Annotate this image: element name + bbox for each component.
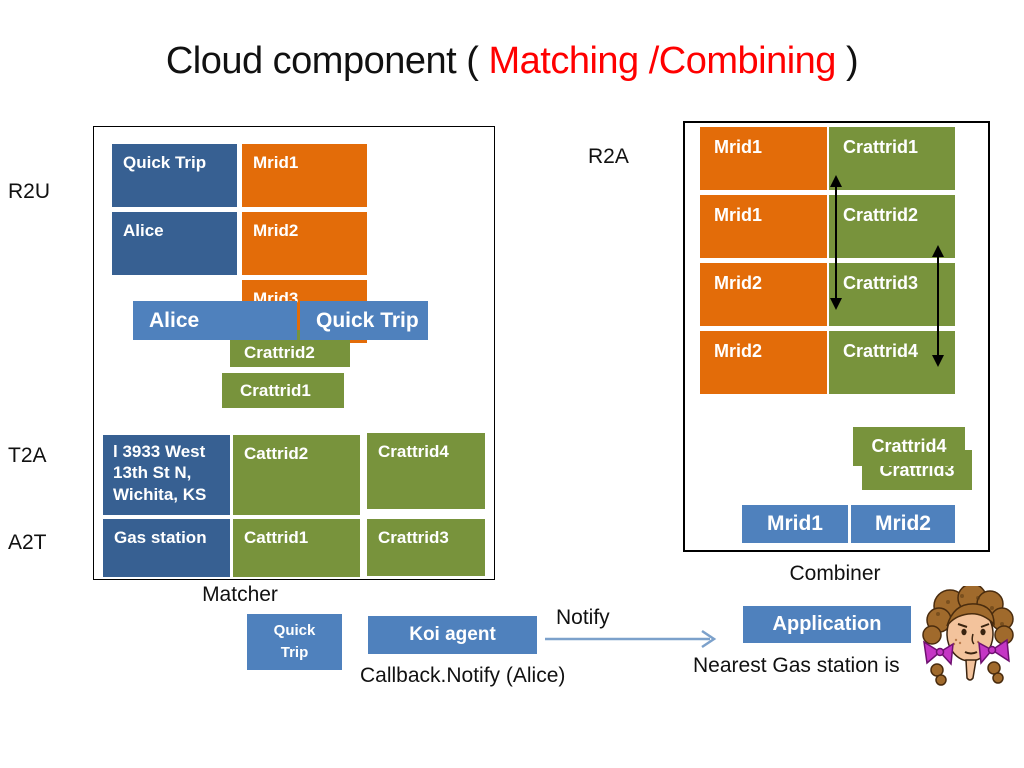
a2t-cattrid-block: Cattrid1: [233, 519, 360, 577]
combiner-mrid: Mrid2: [700, 263, 827, 326]
combiner-caption: Combiner: [789, 562, 881, 585]
t2a-crattrid-block: Crattrid4: [367, 433, 485, 509]
matcher-mrid-block: Mrid1: [242, 144, 367, 207]
t2a-address-block: l 3933 West 13th St N, Wichita, KS: [103, 435, 230, 515]
combiner-frame: [683, 121, 990, 552]
girl-clipart-icon: [922, 586, 1014, 686]
floating-crattrid1: Crattrid1: [222, 373, 344, 408]
combiner-crattrid: Crattrid2: [829, 195, 955, 258]
label-t2a: T2A: [8, 444, 47, 467]
slide-title: Cloud component ( Matching /Combining ): [0, 40, 1024, 83]
label-a2t: A2T: [8, 531, 47, 554]
koi-agent-box: Koi agent: [368, 616, 537, 654]
title-prefix: Cloud component (: [165, 40, 489, 82]
banner-quick-trip: Quick Trip: [300, 301, 428, 340]
quick-trip-box: Quick Trip: [247, 614, 342, 670]
label-r2a: R2A: [588, 145, 629, 168]
nearest-gas-label: Nearest Gas station is: [693, 654, 900, 677]
combiner-crattrid: Crattrid3: [829, 263, 955, 326]
notify-arrow-icon: [545, 629, 717, 649]
combiner-mrid: Mrid1: [700, 195, 827, 258]
title-highlight: Matching /Combining: [488, 40, 836, 82]
matcher-key-block: Quick Trip: [112, 144, 237, 207]
callback-notify-label: Callback.Notify (Alice): [360, 664, 566, 687]
a2t-crattrid-block: Crattrid3: [367, 519, 485, 576]
application-box: Application: [743, 606, 911, 643]
combiner-crattrid: Crattrid1: [829, 127, 955, 190]
notify-label: Notify: [556, 606, 610, 629]
match-result-banner: Alice Quick Trip: [133, 301, 428, 340]
label-r2u: R2U: [8, 180, 51, 203]
banner-alice: Alice: [133, 301, 297, 340]
combiner-mrid: Mrid2: [700, 331, 827, 394]
matcher-mrid-block: Mrid2: [242, 212, 367, 275]
quick-trip-line1: Quick: [273, 621, 316, 639]
matcher-caption: Matcher: [202, 583, 278, 606]
quick-trip-line2: Trip: [280, 644, 309, 661]
combined-crattrid-front: Crattrid4: [853, 427, 965, 466]
result-mrid1: Mrid1: [742, 505, 848, 543]
combiner-mrid: Mrid1: [700, 127, 827, 190]
matcher-frame: [93, 126, 495, 580]
result-mrid2: Mrid2: [851, 505, 955, 543]
t2a-cattrid-block: Cattrid2: [233, 435, 360, 515]
title-suffix: ): [835, 40, 859, 82]
a2t-gas-station-block: Gas station: [103, 519, 230, 577]
matcher-key-block: Alice: [112, 212, 237, 275]
combiner-crattrid: Crattrid4: [829, 331, 955, 394]
